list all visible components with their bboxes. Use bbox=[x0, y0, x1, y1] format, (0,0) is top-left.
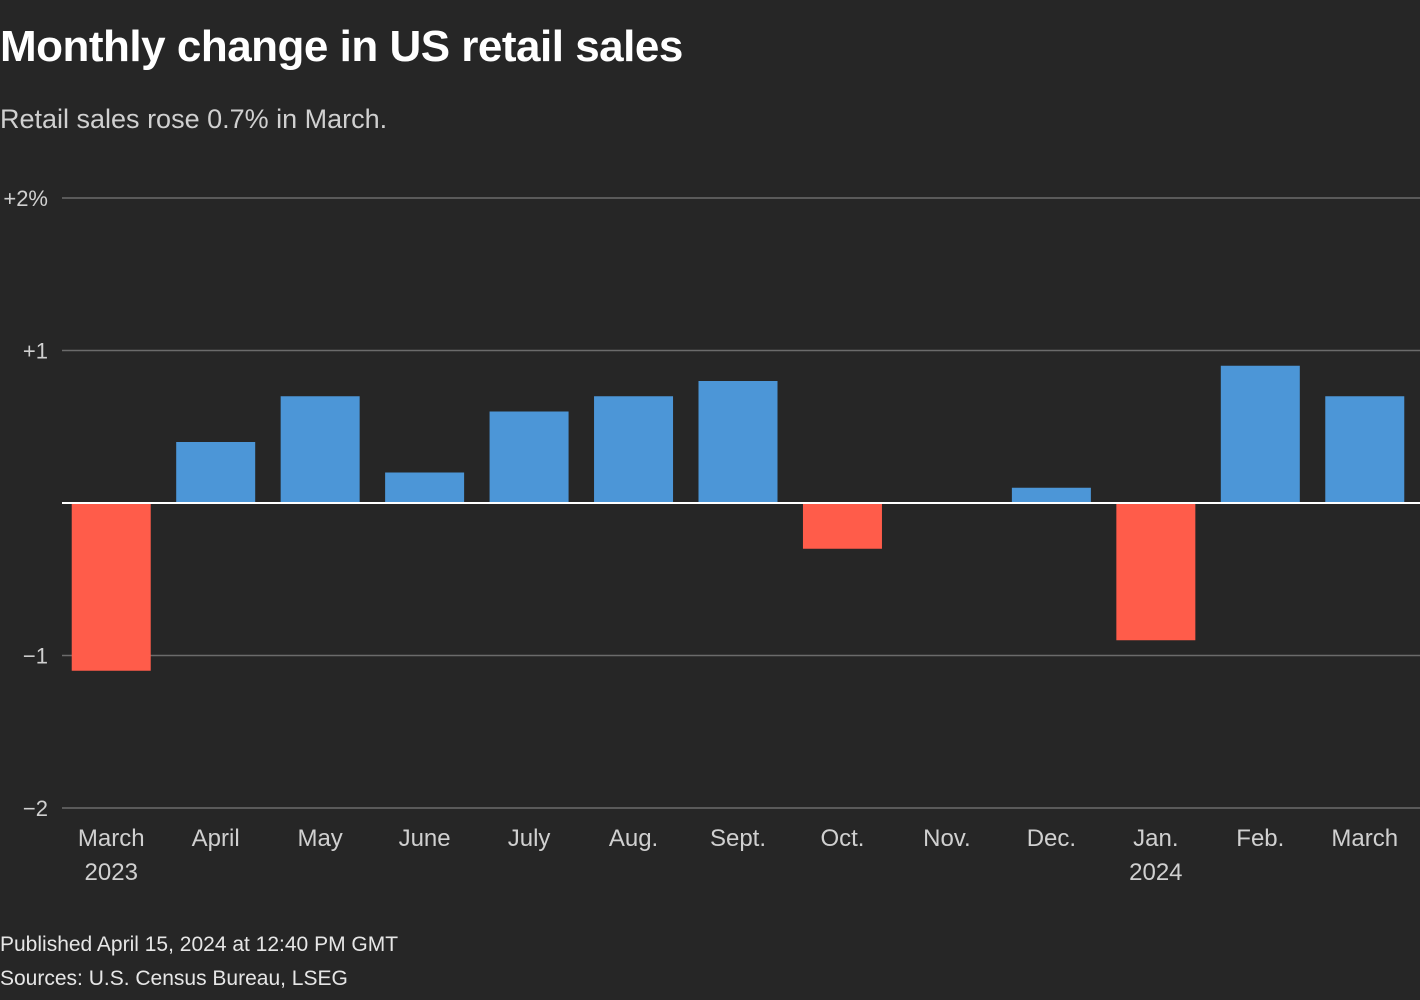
x-tick-label: July bbox=[508, 825, 551, 852]
x-tick-label: March bbox=[1331, 825, 1398, 852]
y-tick-label: −1 bbox=[23, 644, 48, 669]
x-tick-label: Feb. bbox=[1236, 825, 1284, 852]
x-tick-year-label: 2023 bbox=[85, 859, 138, 886]
x-tick-label: Dec. bbox=[1027, 825, 1076, 852]
bar bbox=[71, 503, 151, 671]
bar bbox=[489, 411, 569, 503]
x-tick-label: June bbox=[399, 825, 451, 852]
chart-subtitle: Retail sales rose 0.7% in March. bbox=[0, 104, 388, 134]
bar bbox=[176, 442, 256, 503]
bar-chart: +2% +1 −1 −2 March 2023 April May June July Aug. Se… bbox=[3, 186, 1420, 886]
sources-note: Sources: U.S. Census Bureau, LSEG bbox=[0, 967, 348, 990]
y-tick-label: +1 bbox=[23, 339, 48, 364]
x-tick-label: Sept. bbox=[710, 825, 766, 852]
x-tick-year-label: 2024 bbox=[1129, 859, 1182, 886]
bar bbox=[698, 381, 778, 503]
bar bbox=[1325, 396, 1405, 503]
bar bbox=[1220, 365, 1300, 503]
x-tick-label: Aug. bbox=[609, 825, 658, 852]
bar bbox=[385, 472, 465, 503]
x-tick-label: May bbox=[297, 825, 342, 852]
bar bbox=[802, 503, 882, 549]
bar bbox=[594, 396, 674, 503]
bar bbox=[1116, 503, 1196, 641]
y-tick-label: −2 bbox=[23, 796, 48, 821]
x-tick-label: Jan. bbox=[1133, 825, 1178, 852]
published-date: Published April 15, 2024 at 12:40 PM GMT bbox=[0, 933, 399, 956]
x-tick-label: April bbox=[192, 825, 240, 852]
chart-title: Monthly change in US retail sales bbox=[0, 22, 683, 71]
x-tick-label: March bbox=[78, 825, 145, 852]
x-tick-label: Oct. bbox=[820, 825, 864, 852]
x-tick-label: Nov. bbox=[923, 825, 971, 852]
bar bbox=[1011, 487, 1091, 503]
y-tick-label: +2% bbox=[3, 186, 48, 211]
bar bbox=[280, 396, 360, 503]
